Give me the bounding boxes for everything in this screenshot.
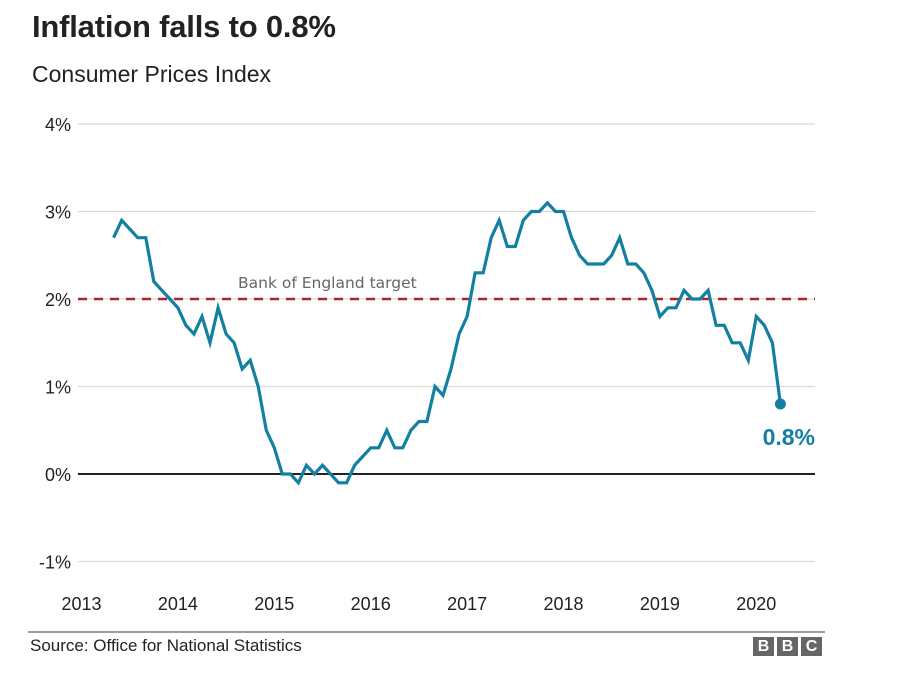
y-tick-label: 0%	[45, 465, 71, 485]
x-tick-label: 2015	[254, 594, 294, 614]
target-label: Bank of England target	[238, 274, 417, 292]
x-axis-labels: 2013 2014 2015 2016 2017 2018 2019 2020	[61, 594, 776, 614]
source-note: Source: Office for National Statistics	[30, 636, 302, 655]
x-tick-label: 2018	[543, 594, 583, 614]
x-tick-label: 2020	[736, 594, 776, 614]
x-tick-label: 2016	[351, 594, 391, 614]
y-axis-labels: 4% 3% 2% 1% 0% -1%	[39, 115, 71, 573]
x-tick-label: 2017	[447, 594, 487, 614]
series-group: 0.8%	[112, 200, 815, 486]
bbc-logo-letter: B	[777, 637, 798, 656]
end-point-marker	[774, 398, 786, 410]
y-tick-label: 4%	[45, 115, 71, 135]
y-tick-label: -1%	[39, 553, 71, 573]
series-line	[112, 200, 782, 486]
chart-subtitle: Consumer Prices Index	[32, 61, 272, 87]
end-value-label: 0.8%	[763, 424, 815, 450]
bbc-logo: B B C	[753, 637, 822, 656]
x-tick-label: 2019	[640, 594, 680, 614]
bbc-logo-letter: C	[801, 637, 822, 656]
x-tick-label: 2013	[61, 594, 101, 614]
y-tick-label: 2%	[45, 290, 71, 310]
bbc-logo-letter: B	[753, 637, 774, 656]
y-tick-label: 1%	[45, 378, 71, 398]
chart-title: Inflation falls to 0.8%	[32, 9, 336, 44]
gridlines	[78, 123, 815, 563]
y-tick-label: 3%	[45, 203, 71, 223]
x-tick-label: 2014	[158, 594, 198, 614]
